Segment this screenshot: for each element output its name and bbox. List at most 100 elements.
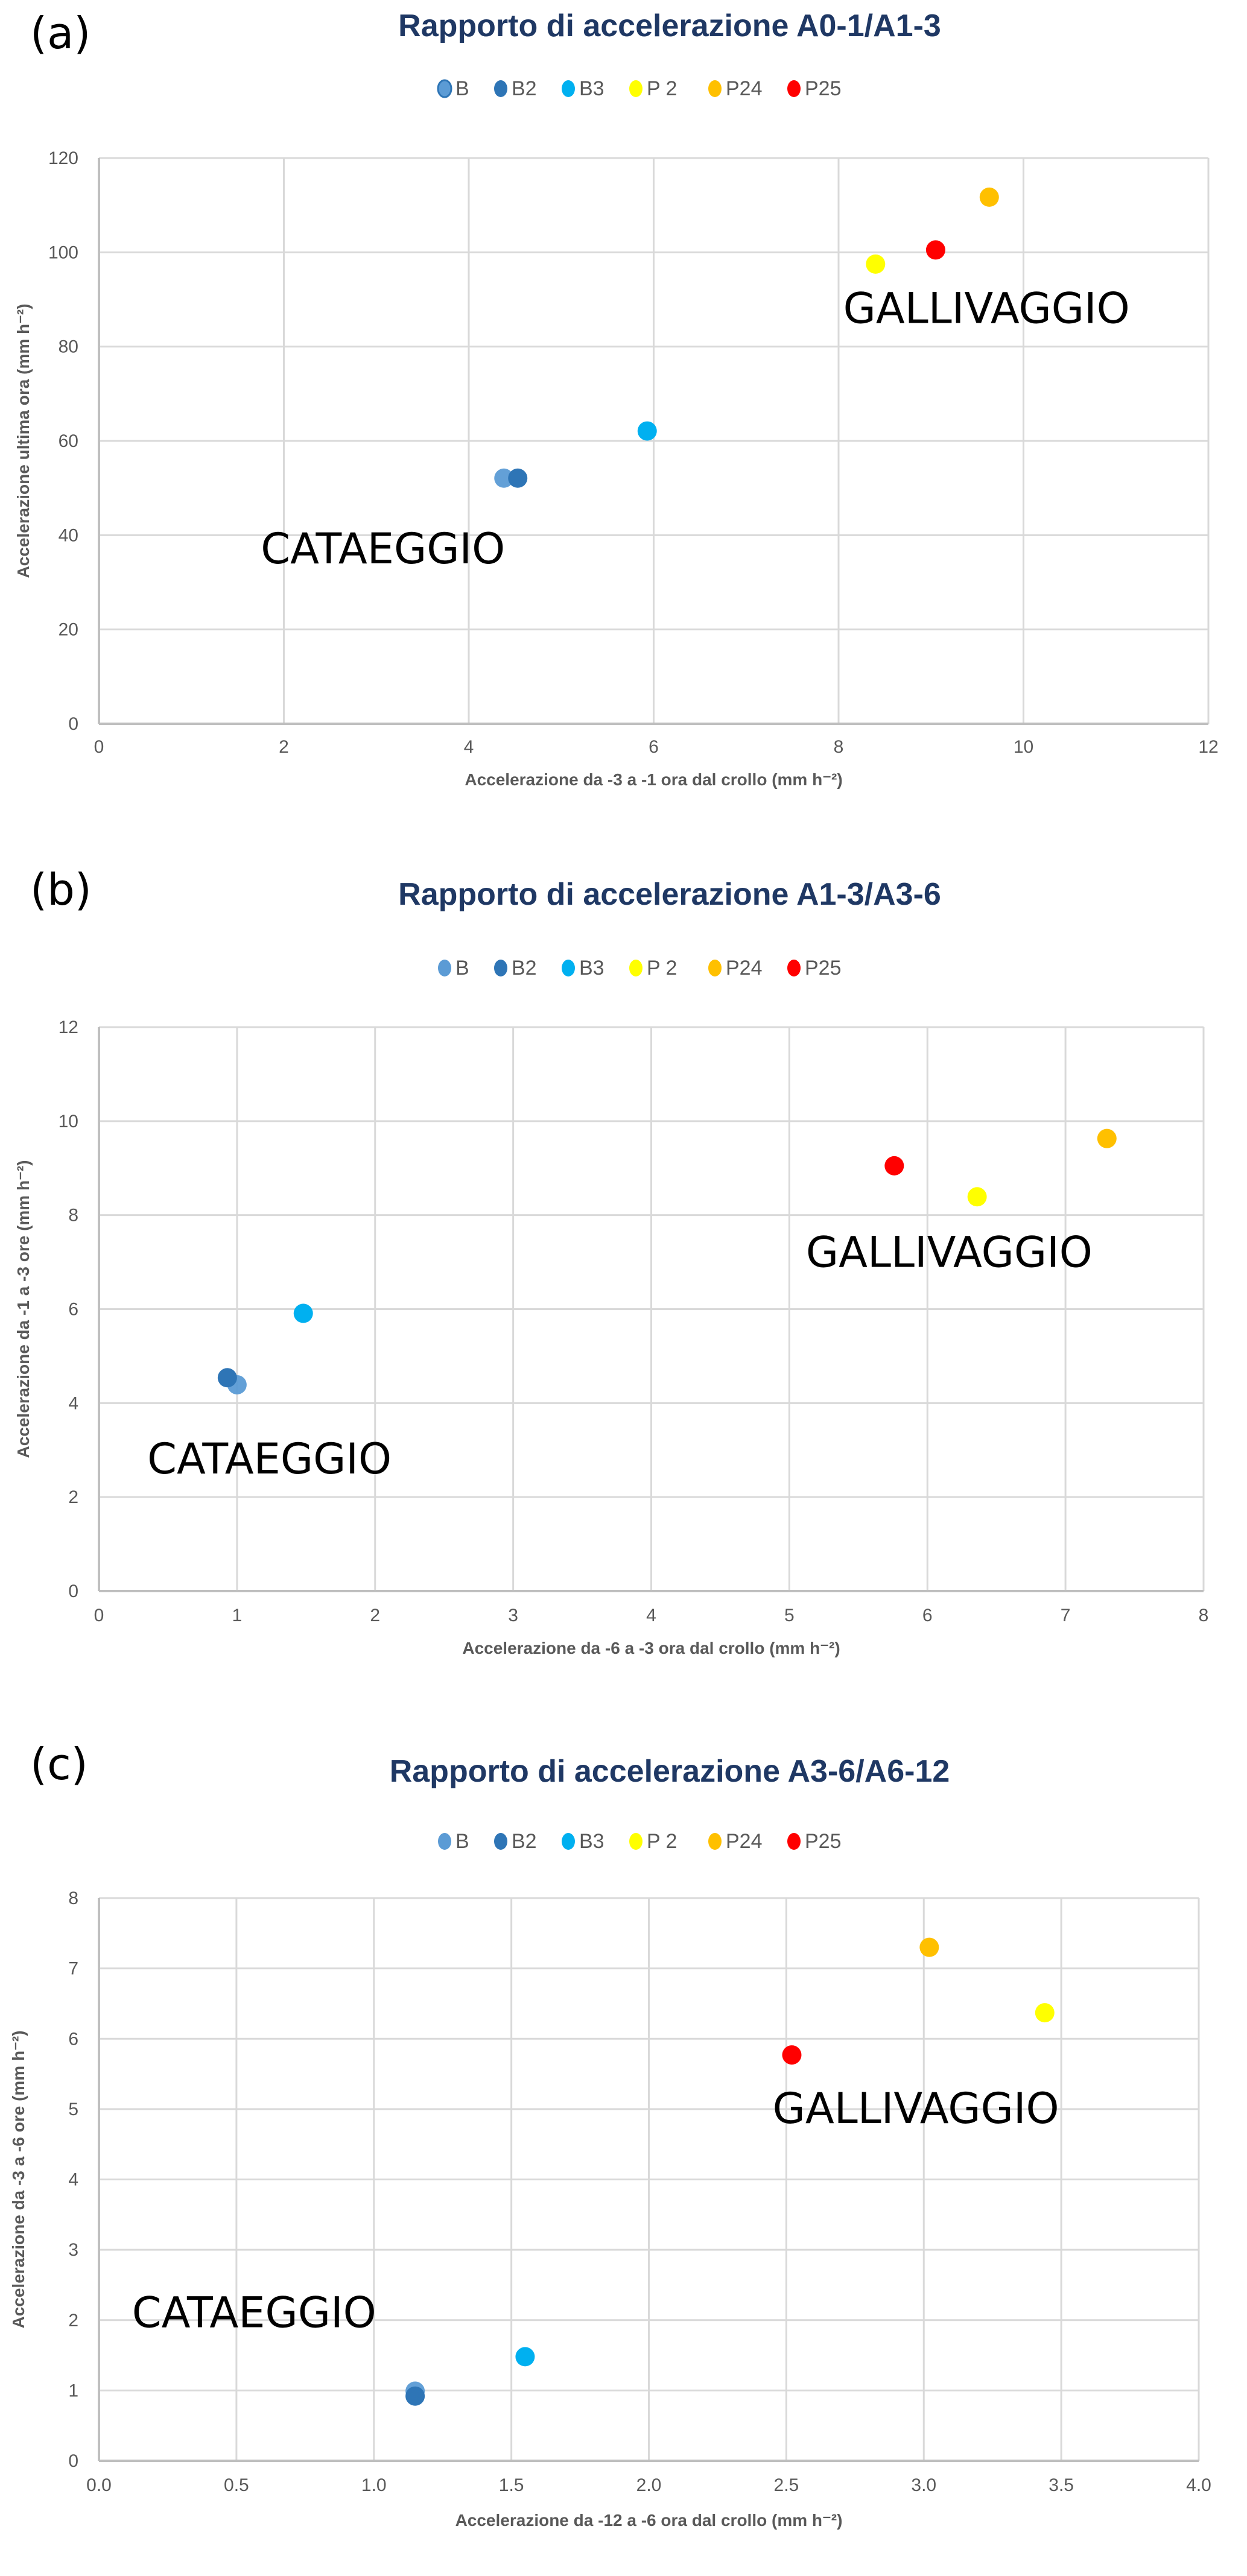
annotation-gallivaggio: GALLIVAGGIO <box>806 1227 1093 1277</box>
data-point-b3 <box>515 2347 535 2367</box>
y-tick-label: 3 <box>68 2240 78 2260</box>
legend-marker <box>787 1833 801 1850</box>
y-axis-title: Accelerazione da -3 a -6 ore (mm h⁻²) <box>9 2030 28 2328</box>
x-tick-label: 3.0 <box>911 2475 936 2495</box>
legend-item: B3 <box>562 1830 604 1853</box>
x-tick-label: 0.5 <box>224 2475 249 2495</box>
legend-label: B2 <box>512 957 537 979</box>
legend-marker <box>562 80 575 97</box>
legend-label: B <box>455 1830 469 1853</box>
y-tick-label: 2 <box>68 2311 78 2331</box>
y-tick-label: 0 <box>68 2451 78 2471</box>
annotation-gallivaggio: GALLIVAGGIO <box>773 2084 1059 2133</box>
legend-marker <box>787 80 801 97</box>
legend-item: B <box>438 1830 469 1853</box>
legend-marker <box>708 80 722 97</box>
legend-label: P 2 <box>647 1830 677 1853</box>
gridlines <box>98 1026 1205 1592</box>
legend-marker <box>629 1833 643 1850</box>
x-tick-label: 6 <box>922 1606 933 1625</box>
legend: B B2 B3 P 2 P24 P25 <box>438 957 842 979</box>
y-tick-label: 60 <box>59 431 78 451</box>
x-tick-label: 4.0 <box>1186 2475 1211 2495</box>
legend-item: P 2 <box>629 957 677 979</box>
y-tick-label: 100 <box>48 242 78 262</box>
x-axis-title: Accelerazione da -12 a -6 ora dal crollo… <box>455 2511 843 2530</box>
legend-marker <box>438 960 451 976</box>
annotation-cataeggio: CATAEGGIO <box>132 2288 376 2337</box>
data-point-b2 <box>405 2386 425 2406</box>
y-tick-label: 5 <box>68 2100 78 2119</box>
legend-item: B2 <box>494 1830 537 1853</box>
legend: B B2 B3 P 2 P24 P25 <box>438 1830 842 1853</box>
x-tick-label: 10 <box>1014 737 1033 757</box>
data-point-p2 <box>866 254 886 274</box>
legend-label: P24 <box>726 957 763 979</box>
y-tick-label: 6 <box>68 1300 78 1320</box>
legend-marker <box>629 80 643 97</box>
legend-label: B3 <box>579 957 604 979</box>
legend-item: P24 <box>708 77 763 100</box>
legend-marker <box>562 960 575 976</box>
data-point-b2 <box>508 468 528 488</box>
data-point-p24 <box>979 187 999 207</box>
annotation-gallivaggio: GALLIVAGGIO <box>843 284 1130 334</box>
legend-label: P25 <box>805 1830 842 1853</box>
legend: B B2 B3 P 2 P24 P25 <box>437 77 842 100</box>
legend-marker <box>562 1833 575 1850</box>
x-tick-label: 8 <box>1199 1606 1209 1625</box>
y-tick-label: 4 <box>68 1393 78 1413</box>
x-tick-label: 0.0 <box>86 2475 112 2495</box>
legend-marker <box>629 960 643 976</box>
legend-item: P24 <box>708 1830 763 1853</box>
chart-title: Rapporto di accelerazione A3-6/A6-12 <box>390 1754 950 1789</box>
legend-item: B3 <box>562 957 604 979</box>
y-tick-label: 6 <box>68 2029 78 2049</box>
data-point-b3 <box>637 421 657 441</box>
legend-item: P25 <box>787 957 842 979</box>
legend-item: B2 <box>494 957 537 979</box>
y-axis-title: Accelerazione da -1 a -3 ore (mm h⁻²) <box>14 1160 33 1458</box>
data-point-p24 <box>919 1937 939 1957</box>
x-tick-label: 5 <box>784 1606 795 1625</box>
x-tick-label: 1.0 <box>361 2475 387 2495</box>
chart-title: Rapporto di accelerazione A1-3/A3-6 <box>398 877 941 912</box>
legend-item: P 2 <box>629 1830 677 1853</box>
chart-panel-b: (b) Rapporto di accelerazione A1-3/A3-6B B… <box>14 864 1208 1657</box>
x-axis-title: Accelerazione da -6 a -3 ora dal crollo … <box>462 1639 840 1657</box>
data-point-b3 <box>293 1303 313 1323</box>
legend-item: P25 <box>787 77 842 100</box>
chart-panel-c: (c) Rapporto di accelerazione A3-6/A6-12 B… <box>9 1739 1211 2530</box>
x-tick-label: 2 <box>370 1606 380 1625</box>
legend-marker <box>787 960 801 976</box>
legend-label: P25 <box>805 77 842 100</box>
x-tick-label: 12 <box>1198 737 1218 757</box>
annotation-cataeggio: CATAEGGIO <box>261 524 505 574</box>
y-tick-label: 12 <box>59 1017 78 1037</box>
annotation-cataeggio: CATAEGGIO <box>147 1434 392 1484</box>
legend-item: B <box>438 957 469 979</box>
y-tick-label: 20 <box>59 620 78 640</box>
x-tick-label: 2.5 <box>774 2475 799 2495</box>
legend-label: P24 <box>726 77 763 100</box>
y-axis-title: Accelerazione ultima ora (mm h⁻²) <box>14 303 33 578</box>
legend-marker <box>437 79 452 98</box>
legend-marker <box>708 1833 722 1850</box>
legend-item: P24 <box>708 957 763 979</box>
x-tick-label: 2.0 <box>636 2475 662 2495</box>
x-tick-label: 4 <box>646 1606 656 1625</box>
panel-label: (c) <box>30 1739 88 1790</box>
legend-marker <box>494 1833 507 1850</box>
legend-label: P25 <box>805 957 842 979</box>
y-tick-label: 10 <box>59 1112 78 1131</box>
legend-marker <box>708 960 722 976</box>
legend-marker <box>494 960 507 976</box>
x-tick-label: 8 <box>834 737 844 757</box>
x-axis-title: Accelerazione da -3 a -1 ora dal crollo … <box>465 770 842 789</box>
y-tick-label: 0 <box>68 714 78 734</box>
y-tick-label: 4 <box>68 2170 78 2190</box>
legend-item: B3 <box>562 77 604 100</box>
data-point-p25 <box>884 1156 904 1176</box>
chart-title: Rapporto di accelerazione A0-1/A1-3 <box>398 8 941 43</box>
